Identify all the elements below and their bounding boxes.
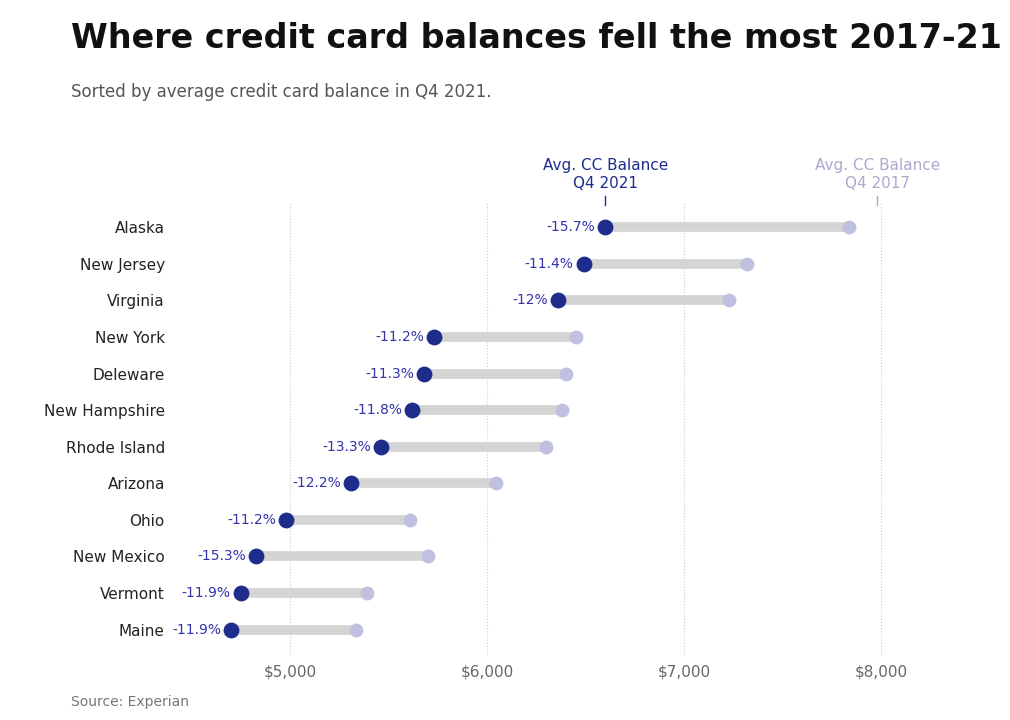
Point — [538, 441, 554, 452]
Text: -12.2%: -12.2% — [293, 476, 341, 490]
Text: Sorted by average credit card balance in Q4 2021.: Sorted by average credit card balance in… — [71, 83, 491, 101]
Text: Where credit card balances fell the most 2017-21: Where credit card balances fell the most… — [71, 22, 1002, 55]
Text: Avg. CC Balance
Q4 2021: Avg. CC Balance Q4 2021 — [542, 158, 668, 191]
Point — [597, 222, 613, 233]
Point — [343, 477, 360, 489]
Text: -11.2%: -11.2% — [375, 330, 424, 344]
Point — [558, 368, 574, 379]
Text: -11.9%: -11.9% — [172, 623, 221, 636]
Point — [402, 514, 418, 526]
Text: -11.2%: -11.2% — [227, 513, 276, 527]
Point — [223, 624, 239, 635]
Point — [404, 405, 420, 416]
Text: -11.8%: -11.8% — [354, 403, 402, 417]
Point — [416, 368, 432, 379]
Text: Avg. CC Balance
Q4 2017: Avg. CC Balance Q4 2017 — [815, 158, 940, 191]
Point — [568, 331, 584, 343]
Point — [420, 551, 436, 562]
Text: -15.7%: -15.7% — [546, 220, 596, 234]
Point — [360, 588, 376, 599]
Point — [549, 294, 566, 306]
Point — [373, 441, 389, 452]
Point — [576, 258, 592, 269]
Text: -11.4%: -11.4% — [525, 257, 574, 271]
Text: -13.3%: -13.3% — [322, 440, 371, 454]
Point — [278, 514, 294, 526]
Text: -11.3%: -11.3% — [366, 366, 414, 381]
Text: Source: Experian: Source: Experian — [71, 696, 189, 709]
Point — [721, 294, 737, 306]
Text: -15.3%: -15.3% — [198, 549, 246, 564]
Point — [232, 588, 248, 599]
Text: -11.9%: -11.9% — [182, 586, 231, 600]
Text: -12%: -12% — [512, 293, 548, 307]
Point — [347, 624, 364, 635]
Point — [840, 222, 856, 233]
Point — [488, 477, 504, 489]
Point — [553, 405, 570, 416]
Point — [739, 258, 755, 269]
Point — [248, 551, 265, 562]
Point — [426, 331, 442, 343]
